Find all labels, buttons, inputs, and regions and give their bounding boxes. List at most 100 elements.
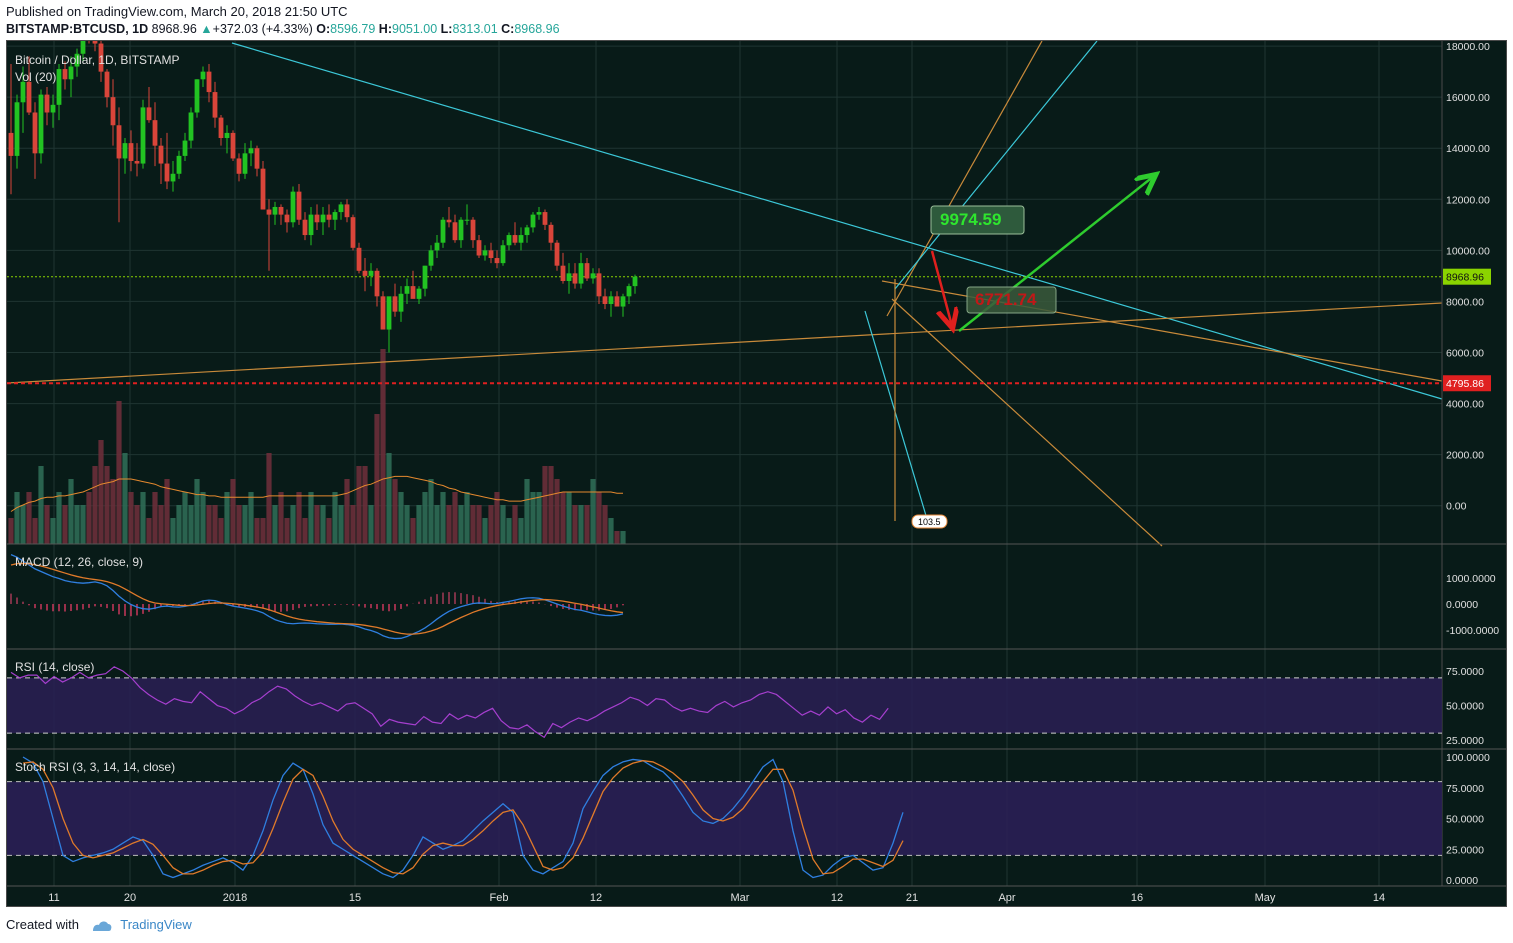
volume-bar [386,453,392,544]
volume-bar [356,466,362,544]
candle-body [566,273,572,282]
candle-body [482,250,488,256]
volume-bar [260,518,266,544]
candle-body [344,204,350,218]
candle-body [632,276,638,287]
volume-label: Vol (20) [15,70,56,84]
last-price-badge-label: 8968.96 [1446,272,1484,284]
candle-body [272,206,278,215]
macd-tick-label: 0.0000 [1446,599,1478,611]
tradingview-logo-icon [92,921,111,931]
volume-bar [92,466,98,544]
stoch-d-line [22,760,904,875]
symbol-label: BITSTAMP:BTCUSD, 1D [6,22,149,36]
time-tick-label: 16 [1131,892,1143,904]
volume-bar [620,531,626,544]
candle-body [410,286,416,299]
volume-bar [200,492,206,544]
candle-body [218,117,224,139]
candle-body [422,265,428,289]
candle-body [284,214,290,223]
red-down-arrow [930,250,952,326]
stoch-k-line [22,756,904,879]
candle-body [128,143,134,162]
volume-bar [512,505,518,544]
volume-bar [404,505,410,544]
volume-bar [218,518,224,544]
volume-bar [428,479,434,544]
target-low-label: 6771.74 [975,290,1037,309]
candle-body [116,125,122,159]
candle-body [56,69,62,105]
stoch-tick-label: 100.0000 [1446,752,1490,764]
candle-body [230,132,236,159]
volume-bar [308,492,314,544]
candle-body [140,107,146,164]
candle-body [338,204,344,213]
open-value: 8596.79 [330,22,376,36]
candle-body [170,173,176,182]
volume-bar [482,518,488,544]
candle-body [560,265,566,282]
volume-bar [62,505,68,544]
chart-area[interactable]: 9974.59 6771.74 103.5 Bitcoin / Dollar, 1D,… [6,5,1507,907]
last-price: 8968.96 [151,22,197,36]
candle-body [518,235,524,243]
price-tick-label: 18000.00 [1446,41,1490,53]
candle-body [500,245,506,264]
volume-bar [236,505,242,544]
macd-title: MACD (12, 26, close, 9) [15,555,143,569]
volume-bar [50,518,56,544]
created-with-text: Created with [6,917,79,932]
candle-body [236,158,242,174]
volume-bar [32,518,38,544]
close-label: C: [501,22,515,36]
candle-body [434,242,440,251]
candle-body [242,153,248,174]
volume-bar [284,518,290,544]
volume-bar [476,505,482,544]
time-tick-label: May [1255,892,1276,904]
time-tick-label: 2018 [223,892,247,904]
price-tick-label: 6000.00 [1446,348,1484,360]
volume-bar [20,505,26,544]
candle-body [104,71,110,98]
volume-bar [134,505,140,544]
candle-body [212,92,218,118]
volume-bar [86,492,92,544]
price-tick-label: 16000.00 [1446,92,1490,104]
volume-bar [374,414,380,544]
candle-body [374,270,380,297]
candle-body [464,219,470,221]
candle-body [362,270,368,276]
candle-body [326,214,332,220]
volume-bar [362,466,368,544]
footer: Created with TradingView [6,917,192,933]
candle-body [476,240,482,256]
candle-body [260,168,266,210]
volume-bar [170,518,176,544]
volume-bar [110,479,116,544]
volume-bar [560,492,566,544]
volume-bar [440,492,446,544]
volume-bar [518,518,524,544]
time-tick-label: 12 [831,892,843,904]
candle-body [620,296,626,307]
volume-bar [530,492,536,544]
volume-bar [398,492,404,544]
orange-fan-line-3 [886,40,1043,317]
time-tick-label: Mar [731,892,750,904]
cyan-downtrend-line [231,42,1443,400]
candle-body [350,217,356,248]
candle-body [248,148,254,154]
candle-body [50,104,56,113]
macd-line [10,554,624,640]
candle-body [602,296,608,304]
candle-body [266,209,272,215]
candle-body [14,102,20,156]
chart-canvas[interactable]: 9974.59 6771.74 103.5 Bitcoin / Dollar, 1D,… [6,5,1506,906]
volume-bar [548,466,554,544]
tradingview-brand[interactable]: TradingView [120,917,192,932]
volume-bar [224,492,230,544]
open-label: O: [316,22,331,36]
